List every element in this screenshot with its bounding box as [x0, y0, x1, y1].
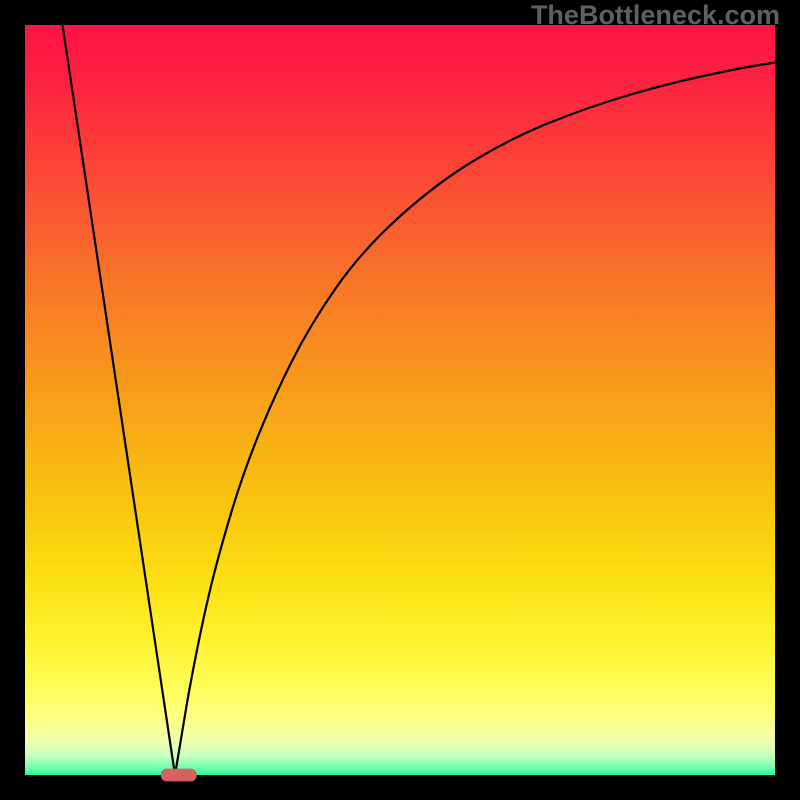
watermark-text: TheBottleneck.com: [531, 0, 780, 31]
chart-frame: TheBottleneck.com: [0, 0, 800, 800]
optimal-marker: [161, 769, 197, 782]
chart-background: [25, 25, 775, 775]
bottleneck-chart: [0, 0, 800, 800]
